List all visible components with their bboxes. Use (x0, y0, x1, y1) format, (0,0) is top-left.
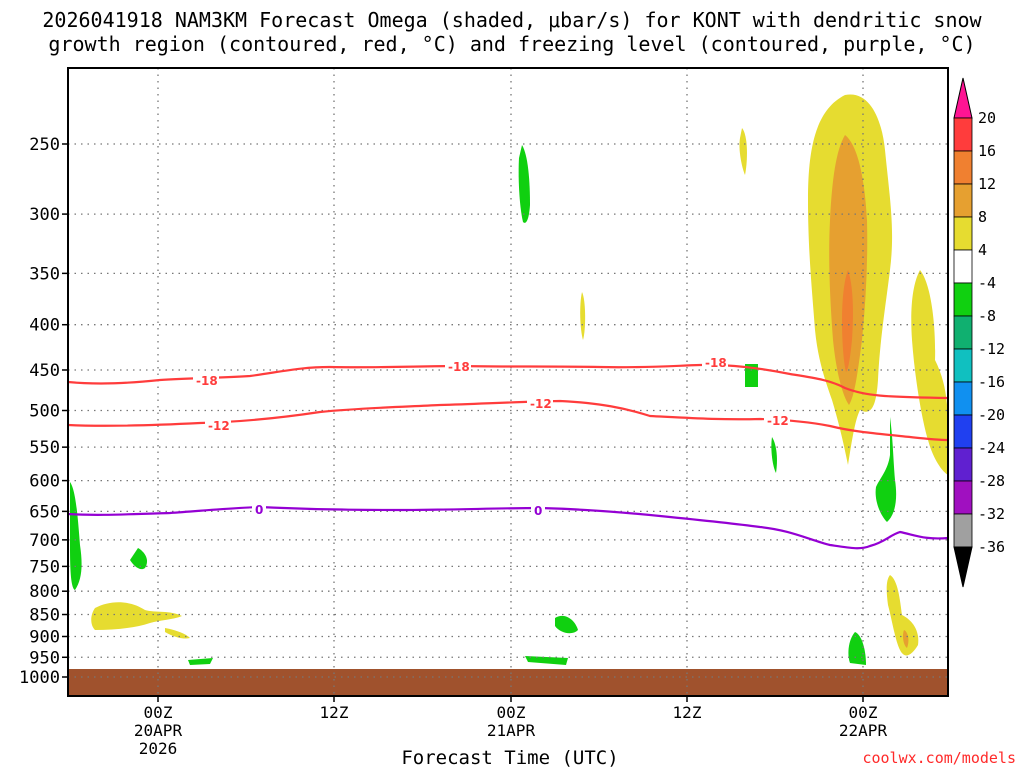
grid-lines (68, 68, 948, 696)
contour-label: -12 (208, 419, 230, 433)
x-tick-date-label: 22APR (839, 721, 888, 740)
contour-label: -18 (705, 356, 727, 370)
y-tick-label: 400 (29, 316, 60, 336)
contour-label-group: -18 -18 -18 -12 -12 -12 0 0 (193, 354, 790, 518)
omega-shade-4 (886, 575, 919, 656)
y-tick-label: 650 (29, 502, 60, 522)
colorbar-label: 20 (978, 109, 996, 127)
omega-shade-minus4 (771, 437, 777, 473)
colorbar-label: 12 (978, 175, 996, 193)
colorbar-label: -36 (978, 538, 1005, 556)
y-tick-label: 300 (29, 205, 60, 225)
colorbar-swatch (953, 348, 973, 383)
colorbar-label: -8 (978, 307, 996, 325)
y-tick-label: 500 (29, 402, 60, 422)
colorbar-label: -12 (978, 340, 1005, 358)
colorbar-swatch (953, 282, 973, 317)
omega-shade-minus4 (875, 417, 897, 522)
omega-shade-8 (829, 135, 868, 405)
y-tick-label: 750 (29, 557, 60, 577)
y-tick-label: 950 (29, 648, 60, 668)
y-tick-label: 600 (29, 472, 60, 492)
x-tick-label: 00Z (497, 703, 526, 722)
x-tick-label: 12Z (320, 703, 349, 722)
omega-shade-8 (903, 630, 909, 648)
ground-fill (68, 669, 948, 696)
contour-lines (67, 363, 949, 550)
colorbar-swatch (953, 183, 973, 218)
colorbar-label: -20 (978, 406, 1005, 424)
colorbar-swatch (953, 315, 973, 350)
omega-shade-4 (165, 628, 190, 639)
colorbar-label: -28 (978, 472, 1005, 490)
contour-label: -12 (767, 414, 789, 428)
x-tick-date-label: 21APR (487, 721, 536, 740)
colorbar-swatch (953, 414, 973, 449)
colorbar-label: -24 (978, 439, 1005, 457)
contour-label: 0 (534, 504, 542, 518)
omega-shade-minus4 (518, 145, 530, 223)
colorbar-swatch (953, 381, 973, 416)
y-tick-label: 900 (29, 627, 60, 647)
colorbar-swatch (953, 480, 973, 515)
y-tick-label: 250 (29, 135, 60, 155)
omega-shade-minus4 (745, 364, 758, 387)
colorbar-swatch (953, 117, 973, 152)
omega-shade-minus4 (188, 658, 213, 665)
omega-shade-4 (91, 602, 182, 630)
y-tick-label: 800 (29, 582, 60, 602)
omega-shade-minus4 (555, 615, 578, 634)
x-tick-date-label: 20APR (134, 721, 183, 740)
colorbar-label: 4 (978, 241, 987, 259)
dgz-contour-minus12 (67, 399, 949, 442)
omega-shade-minus4 (70, 482, 82, 590)
y-tick-label: 850 (29, 606, 60, 626)
freezing-level-contour-0 (67, 505, 949, 550)
y-tick-label: 700 (29, 531, 60, 551)
x-tick-label: 00Z (144, 703, 173, 722)
y-tick-label: 550 (29, 438, 60, 458)
omega-shading (70, 94, 948, 665)
chart-title-line-2: growth region (contoured, red, °C) and f… (48, 32, 976, 56)
colorbar-label: -16 (978, 373, 1005, 391)
x-axis-title: Forecast Time (UTC) (401, 747, 618, 768)
omega-shade-4 (739, 128, 747, 175)
x-tick-year-label: 2026 (139, 739, 178, 758)
colorbar-min-arrow (953, 546, 973, 588)
contour-label: -18 (448, 360, 470, 374)
contour-label: -12 (530, 397, 552, 411)
x-tick-label: 12Z (673, 703, 702, 722)
y-tick-label: 350 (29, 264, 60, 284)
omega-shade-minus4 (130, 548, 148, 570)
contour-label: -18 (196, 374, 218, 388)
colorbar-label: -4 (978, 274, 996, 292)
colorbar-swatch (953, 249, 973, 284)
site-credit: coolwx.com/models (862, 749, 1016, 767)
colorbar-swatch (953, 216, 973, 251)
x-tick-label: 00Z (849, 703, 878, 722)
colorbar: 20 16 12 8 4 -4 -8 -12 -16 -20 -24 -28 -32 -36 (953, 77, 1005, 588)
chart-title-line-1: 2026041918 NAM3KM Forecast Omega (shaded… (42, 8, 982, 32)
y-tick-label: 450 (29, 361, 60, 381)
colorbar-label: 16 (978, 142, 996, 160)
plot-frame (67, 67, 949, 697)
colorbar-label: -32 (978, 505, 1005, 523)
omega-shade-minus4 (525, 656, 568, 665)
y-tick-label: 1000 (19, 668, 60, 688)
colorbar-max-arrow (953, 77, 973, 119)
colorbar-swatch (953, 513, 973, 548)
y-axis: 2503003504004505005506006507007508008509… (19, 135, 68, 688)
colorbar-label: 8 (978, 208, 987, 226)
omega-shade-4 (911, 270, 948, 475)
colorbar-swatch (953, 447, 973, 482)
omega-shade-4 (580, 292, 586, 340)
omega-shade-12 (842, 270, 853, 372)
contour-label: 0 (255, 503, 263, 517)
colorbar-swatch (953, 150, 973, 185)
